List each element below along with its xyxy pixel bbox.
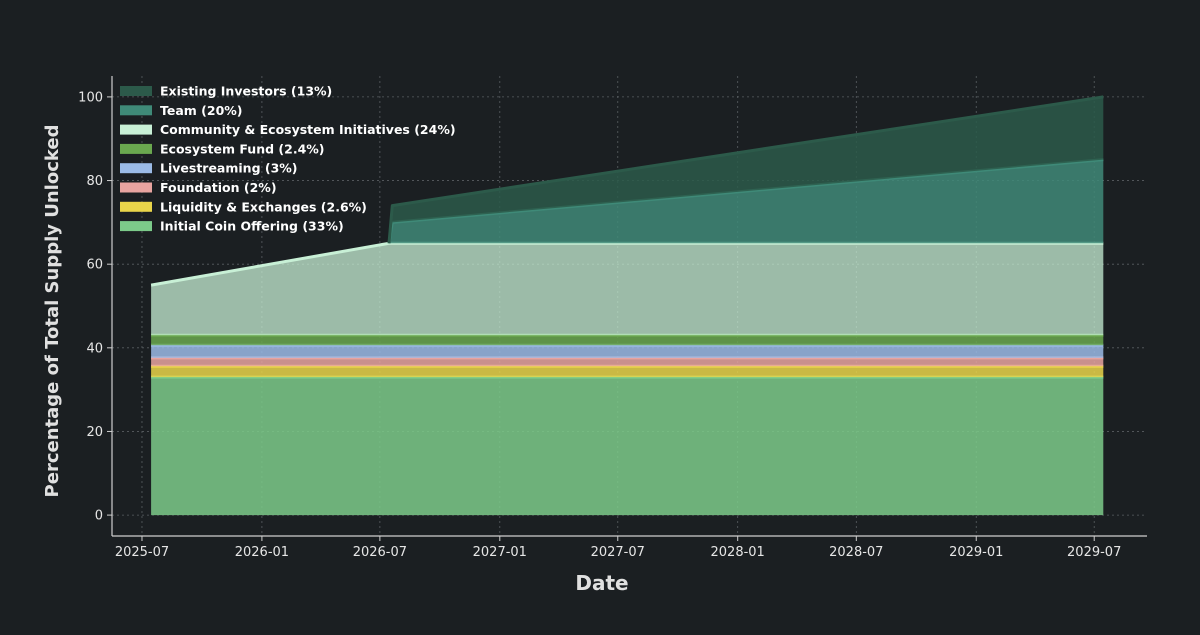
y-tick-label: 80 xyxy=(86,174,103,189)
x-tick-label: 2027-07 xyxy=(591,545,645,560)
legend: Existing Investors (13%) Team (20%) Commun… xyxy=(120,84,456,234)
area-foundation-2 xyxy=(151,357,1104,367)
legend-label: Community & Ecosystem Initiatives (24%) xyxy=(160,122,456,137)
legend-swatch xyxy=(120,124,152,135)
legend-label: Ecosystem Fund (2.4%) xyxy=(160,141,325,156)
legend-swatch xyxy=(120,86,152,96)
area-team-20 xyxy=(389,159,1104,244)
legend-swatch xyxy=(120,143,152,154)
x-axis-title: Date xyxy=(575,571,628,595)
y-tick-label: 20 xyxy=(86,425,103,440)
legend-swatch xyxy=(120,182,152,193)
x-tick-label: 2028-01 xyxy=(711,545,765,560)
y-tick-label: 60 xyxy=(86,258,103,273)
y-tick-label: 100 xyxy=(78,90,103,105)
legend-swatch xyxy=(120,201,152,212)
area-liquidity-exchanges-2-6 xyxy=(151,366,1104,378)
ticks: 0 20 40 60 80 100 2025-07 2026-01 2026-07 2027-01… xyxy=(78,90,1121,560)
area-livestreaming-3 xyxy=(151,345,1104,358)
legend-label: Foundation (2%) xyxy=(160,180,277,195)
legend-label: Livestreaming (3%) xyxy=(160,161,298,176)
y-tick-label: 40 xyxy=(86,341,103,356)
x-tick-label: 2025-07 xyxy=(115,545,169,560)
legend-label: Initial Coin Offering (33%) xyxy=(160,219,344,234)
y-tick-label: 0 xyxy=(95,509,103,524)
x-tick-label: 2026-01 xyxy=(235,545,289,560)
legend-label: Existing Investors (13%) xyxy=(160,84,332,99)
area-initial-coin-offering-33 xyxy=(151,377,1104,516)
legend-label: Liquidity & Exchanges (2.6%) xyxy=(160,199,367,214)
line-existing-investors-13 xyxy=(387,95,1104,244)
axes xyxy=(111,76,1147,537)
x-tick-label: 2029-01 xyxy=(949,545,1003,560)
area-existing-investors-13 xyxy=(389,96,1104,244)
x-tick-label: 2026-07 xyxy=(353,545,407,560)
stacked-areas xyxy=(150,95,1104,516)
x-tick-label: 2027-01 xyxy=(473,545,527,560)
legend-label: Team (20%) xyxy=(160,103,243,118)
y-axis-title: Percentage of Total Supply Unlocked xyxy=(42,125,63,498)
area-community-ecosystem-initiatives-24 xyxy=(151,243,1104,336)
legend-swatch xyxy=(120,221,152,232)
area-ecosystem-fund-2-4 xyxy=(151,335,1104,346)
legend-swatch xyxy=(120,105,152,116)
x-tick-label: 2028-07 xyxy=(829,545,883,560)
legend-swatch xyxy=(120,163,152,174)
x-tick-label: 2029-07 xyxy=(1067,545,1121,560)
